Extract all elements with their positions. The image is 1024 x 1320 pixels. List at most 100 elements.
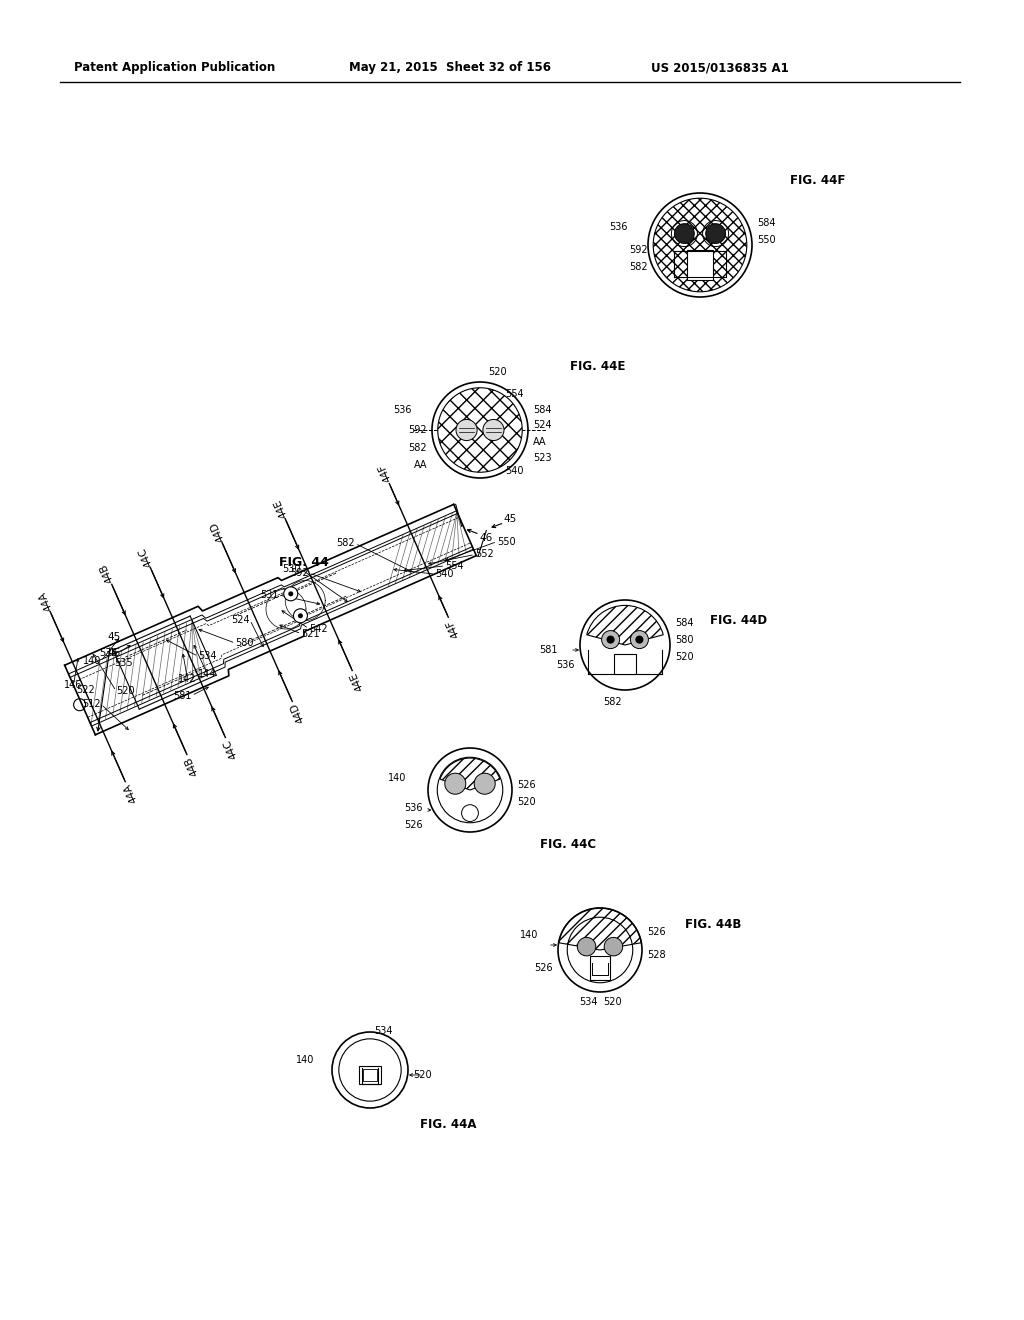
Circle shape: [675, 223, 694, 243]
Circle shape: [483, 420, 504, 441]
Circle shape: [606, 635, 614, 644]
Text: 554: 554: [505, 389, 523, 399]
Wedge shape: [559, 908, 641, 950]
Text: FIG. 44C: FIG. 44C: [540, 838, 596, 851]
Text: 44E: 44E: [348, 671, 366, 693]
Wedge shape: [578, 937, 596, 956]
Bar: [359, 1067, 381, 1084]
Text: 526: 526: [517, 780, 536, 789]
Text: 44B: 44B: [183, 754, 201, 776]
Text: 530: 530: [282, 564, 300, 574]
Text: 44E: 44E: [271, 496, 289, 519]
Text: 44F: 44F: [376, 462, 393, 483]
Circle shape: [456, 420, 477, 441]
Text: 44D: 44D: [288, 701, 306, 725]
Text: 550: 550: [757, 235, 775, 246]
Text: 584: 584: [757, 218, 775, 228]
Text: FIG. 44D: FIG. 44D: [710, 614, 767, 627]
Wedge shape: [440, 758, 500, 789]
Text: 520: 520: [675, 652, 693, 663]
Text: AA: AA: [414, 459, 427, 470]
Text: 140: 140: [519, 931, 538, 940]
Text: 140: 140: [296, 1055, 314, 1065]
Text: 140: 140: [83, 656, 101, 667]
Circle shape: [631, 631, 648, 648]
Text: 534: 534: [199, 651, 217, 661]
Text: AA: AA: [534, 437, 547, 447]
Text: FIG. 44F: FIG. 44F: [790, 174, 846, 187]
Text: 536: 536: [393, 405, 412, 414]
Text: 44C: 44C: [136, 545, 155, 568]
Text: 520: 520: [413, 1071, 432, 1080]
Text: 520: 520: [117, 686, 135, 696]
Text: US 2015/0136835 A1: US 2015/0136835 A1: [651, 62, 788, 74]
Text: 526: 526: [647, 927, 666, 937]
Text: 524: 524: [231, 615, 250, 624]
Text: 582: 582: [630, 261, 648, 272]
Text: 46: 46: [108, 648, 121, 657]
Text: 592: 592: [630, 246, 648, 255]
Circle shape: [706, 223, 725, 243]
Text: 528: 528: [647, 950, 666, 960]
Text: May 21, 2015  Sheet 32 of 156: May 21, 2015 Sheet 32 of 156: [349, 62, 551, 74]
Text: 536: 536: [556, 660, 575, 671]
Text: 144: 144: [199, 669, 217, 678]
Text: 524: 524: [534, 420, 552, 430]
Text: 140: 140: [388, 774, 406, 783]
Text: 584: 584: [534, 405, 552, 414]
Text: 523: 523: [534, 453, 552, 463]
Wedge shape: [444, 774, 466, 795]
Text: 536: 536: [404, 803, 423, 813]
Text: 534: 534: [579, 997, 597, 1007]
Circle shape: [288, 591, 293, 597]
Text: 520: 520: [488, 367, 507, 378]
Circle shape: [602, 631, 620, 648]
Text: 521: 521: [301, 628, 321, 639]
Text: 542: 542: [309, 623, 328, 634]
Text: FIG. 44B: FIG. 44B: [685, 919, 741, 932]
Text: 552: 552: [475, 549, 494, 560]
Text: 526: 526: [404, 820, 423, 830]
Text: 592: 592: [409, 425, 427, 436]
Text: 512: 512: [82, 700, 101, 709]
Text: 522: 522: [77, 685, 95, 694]
Text: 592: 592: [291, 568, 309, 578]
Text: 531: 531: [260, 590, 279, 599]
Text: Patent Application Publication: Patent Application Publication: [75, 62, 275, 74]
Text: 550: 550: [497, 536, 516, 546]
Circle shape: [298, 614, 303, 618]
Bar: [590, 956, 610, 979]
Text: 582: 582: [604, 697, 623, 708]
Text: 536: 536: [99, 648, 118, 659]
Text: 520: 520: [603, 997, 622, 1007]
Text: 45: 45: [504, 513, 517, 524]
Text: 581: 581: [173, 690, 191, 701]
Wedge shape: [604, 937, 623, 956]
Text: 142: 142: [178, 673, 197, 684]
Text: 44A: 44A: [122, 781, 139, 804]
Text: 44D: 44D: [208, 520, 226, 543]
Text: 534: 534: [374, 1026, 392, 1036]
Text: 46: 46: [479, 533, 493, 544]
Text: 584: 584: [675, 618, 693, 628]
Text: 540: 540: [435, 569, 454, 579]
Text: 44F: 44F: [444, 618, 462, 639]
Circle shape: [284, 587, 298, 601]
Bar: [362, 1069, 377, 1081]
Text: 536: 536: [609, 222, 628, 232]
Text: 580: 580: [675, 635, 693, 645]
Text: 520: 520: [517, 797, 536, 807]
Text: 44A: 44A: [37, 589, 54, 612]
Text: 554: 554: [445, 561, 464, 570]
Text: 582: 582: [409, 444, 427, 453]
Wedge shape: [653, 198, 746, 292]
Text: 523: 523: [485, 411, 504, 420]
Text: 581: 581: [540, 645, 558, 655]
Text: 44B: 44B: [98, 562, 116, 585]
Text: 44C: 44C: [221, 737, 239, 760]
Text: 535: 535: [115, 657, 133, 668]
Text: 146: 146: [65, 680, 83, 690]
Bar: [614, 653, 636, 675]
Bar: [687, 249, 713, 280]
Wedge shape: [474, 774, 496, 795]
